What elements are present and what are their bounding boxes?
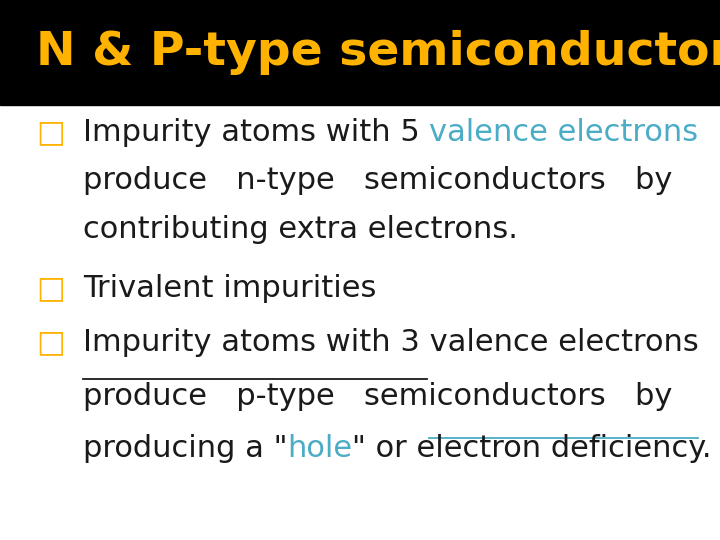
Text: produce   p-type   semiconductors   by: produce p-type semiconductors by	[83, 382, 672, 411]
Text: valence electrons: valence electrons	[429, 118, 698, 147]
Text: □: □	[36, 274, 65, 303]
Text: Pentavalent impurities: Pentavalent impurities	[83, 58, 427, 87]
Text: Impurity atoms with 3 valence electrons: Impurity atoms with 3 valence electrons	[83, 328, 698, 357]
Text: Trivalent impurities: Trivalent impurities	[83, 274, 376, 303]
Text: produce   n-type   semiconductors   by: produce n-type semiconductors by	[83, 166, 672, 195]
Text: hole: hole	[287, 434, 352, 463]
Text: Impurity atoms with 5: Impurity atoms with 5	[83, 118, 429, 147]
Text: □: □	[36, 118, 65, 147]
Text: □: □	[36, 328, 65, 357]
Text: " or electron deficiency.: " or electron deficiency.	[352, 434, 712, 463]
Text: □: □	[36, 58, 65, 87]
Text: contributing extra electrons.: contributing extra electrons.	[83, 215, 518, 244]
Text: producing a ": producing a "	[83, 434, 287, 463]
Text: N & P-type semiconductors: N & P-type semiconductors	[36, 30, 720, 75]
